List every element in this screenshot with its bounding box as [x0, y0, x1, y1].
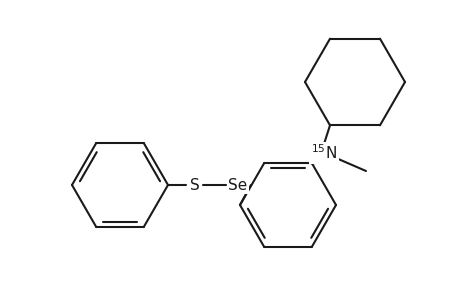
Text: S: S: [190, 178, 200, 193]
Text: $^{15}$N: $^{15}$N: [310, 144, 336, 162]
Text: Se: Se: [228, 178, 247, 193]
